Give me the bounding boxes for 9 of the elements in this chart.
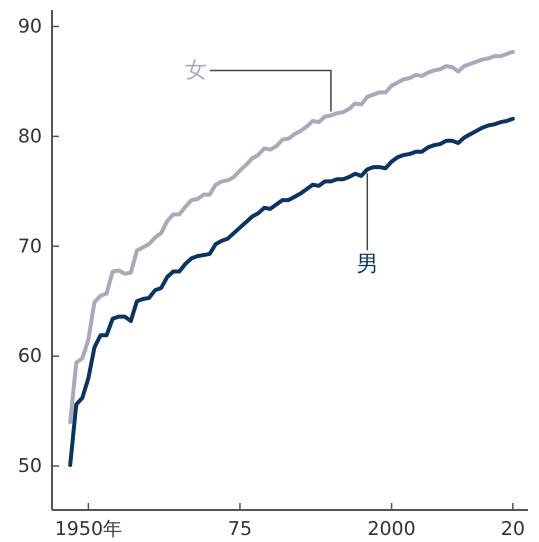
x-tick-label: 1950年 [54,518,122,540]
y-tick-label: 60 [18,345,42,368]
y-tick-label: 50 [18,455,42,478]
y-tick-label: 80 [18,125,42,148]
y-tick-label: 70 [18,235,42,258]
x-tick-label: 75 [228,518,252,540]
x-tick-label: 2000 [367,518,416,540]
y-tick-label: 90 [18,15,42,38]
x-tick-label: 20 [500,518,525,540]
